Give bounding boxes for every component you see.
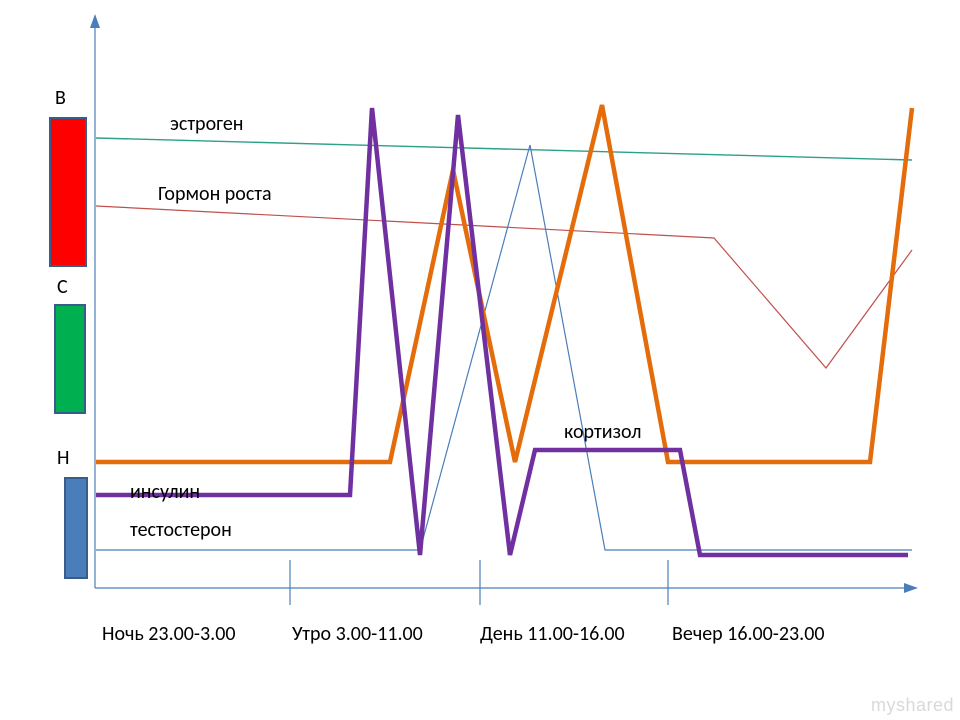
bar-label-mid: С (57, 275, 68, 299)
chart-canvas (0, 0, 960, 720)
label-testosterone: тестостерон (130, 518, 232, 542)
x-label-morning: Утро 3.00-11.00 (292, 622, 423, 646)
label-cortisol: кортизол (564, 420, 641, 444)
x-label-day: День 11.00-16.00 (480, 622, 625, 646)
label-insulin: инсулин (130, 480, 200, 504)
bar-label-high: В (55, 86, 66, 110)
label-growth: Гормон роста (158, 182, 272, 206)
label-estrogen: эстроген (170, 112, 243, 136)
bar-label-low: Н (57, 446, 69, 470)
watermark: myshared (871, 695, 954, 716)
x-label-evening: Вечер 16.00-23.00 (672, 622, 825, 646)
x-label-night: Ночь 23.00-3.00 (102, 622, 235, 646)
